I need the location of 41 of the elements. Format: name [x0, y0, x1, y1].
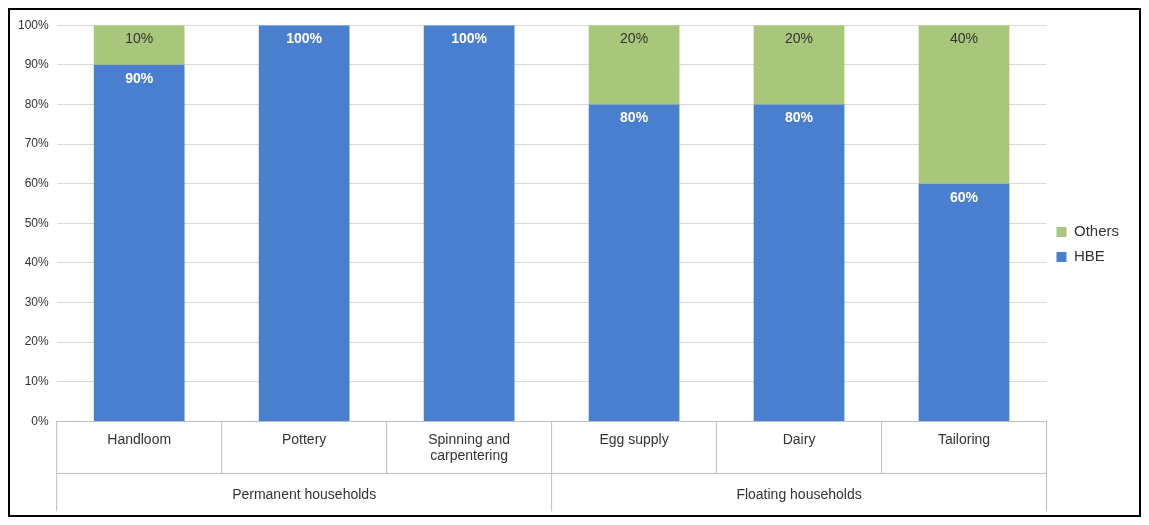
bar [753, 104, 845, 421]
data-label: 80% [620, 109, 649, 126]
y-tick-label: 30% [24, 294, 50, 309]
data-label: 60% [949, 188, 979, 205]
x-tick-label: Handloom [107, 430, 172, 447]
bar [258, 25, 350, 421]
y-tick-label: 70% [24, 136, 50, 151]
y-tick-label: 80% [24, 96, 50, 111]
data-label: 100% [286, 30, 323, 47]
bar [588, 104, 680, 421]
x-tick-label: Egg supply [599, 430, 669, 447]
data-label: 20% [620, 30, 649, 47]
bar [918, 183, 1010, 421]
bar [93, 64, 185, 421]
data-label: 40% [949, 30, 979, 47]
x-tick-label: Tailoring [937, 430, 991, 447]
y-tick-label: 90% [24, 57, 50, 72]
x-tick-label: Dairy [782, 430, 816, 447]
data-label: 10% [125, 30, 154, 47]
data-label: 90% [125, 69, 154, 86]
bar [423, 25, 515, 421]
bar [753, 25, 845, 105]
x-tick-label: Pottery [281, 430, 327, 447]
data-label: 20% [785, 30, 814, 47]
data-label: 100% [451, 30, 488, 47]
bar [93, 25, 185, 65]
bar [918, 25, 1010, 184]
data-label: 80% [785, 109, 814, 126]
y-tick-label: 50% [24, 215, 50, 230]
legend-label: Others [1073, 222, 1119, 240]
y-tick-label: 20% [24, 334, 50, 349]
x-tick-label: Spinning and carpentering [428, 430, 510, 464]
y-tick-label: 100% [17, 17, 50, 32]
y-tick-label: 40% [24, 255, 50, 270]
y-tick-label: 60% [24, 175, 50, 190]
legend-label: HBE [1073, 247, 1105, 265]
text: Floating households [736, 486, 862, 503]
bar [588, 25, 680, 105]
text: Permanent households [232, 486, 377, 503]
y-tick-label: 0% [31, 413, 50, 428]
y-tick-label: 10% [24, 374, 50, 389]
